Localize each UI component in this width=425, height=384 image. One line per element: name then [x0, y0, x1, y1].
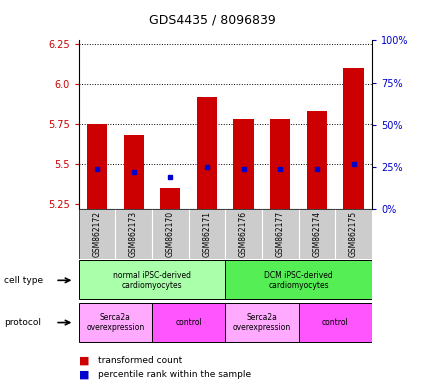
Text: Serca2a
overexpression: Serca2a overexpression: [86, 313, 144, 332]
Bar: [343, 68, 364, 209]
Text: GSM862175: GSM862175: [349, 211, 358, 257]
Text: DCM iPSC-derived
cardiomyocytes: DCM iPSC-derived cardiomyocytes: [264, 271, 333, 290]
Text: GSM862172: GSM862172: [93, 211, 102, 257]
Bar: [152, 303, 225, 342]
Bar: [270, 119, 290, 209]
Bar: [79, 260, 225, 300]
Bar: [197, 97, 217, 209]
Text: transformed count: transformed count: [98, 356, 182, 366]
Bar: [225, 260, 372, 300]
Text: protocol: protocol: [4, 318, 41, 327]
Text: GSM862176: GSM862176: [239, 211, 248, 257]
Bar: [298, 303, 372, 342]
Text: normal iPSC-derived
cardiomyocytes: normal iPSC-derived cardiomyocytes: [113, 271, 191, 290]
Text: GDS4435 / 8096839: GDS4435 / 8096839: [149, 13, 276, 26]
Text: GSM862174: GSM862174: [312, 211, 321, 257]
Text: GSM862171: GSM862171: [202, 211, 211, 257]
Text: cell type: cell type: [4, 276, 43, 285]
Bar: [79, 303, 152, 342]
Bar: [307, 111, 327, 209]
Text: Serca2a
overexpression: Serca2a overexpression: [233, 313, 291, 332]
Text: GSM862170: GSM862170: [166, 211, 175, 257]
Text: control: control: [322, 318, 348, 327]
Bar: [87, 124, 107, 209]
Text: ■: ■: [79, 356, 89, 366]
Text: ■: ■: [79, 369, 89, 379]
Bar: [160, 189, 180, 209]
Bar: [225, 303, 298, 342]
Text: GSM862173: GSM862173: [129, 211, 138, 257]
Text: GSM862177: GSM862177: [276, 211, 285, 257]
Text: percentile rank within the sample: percentile rank within the sample: [98, 370, 251, 379]
Bar: [233, 119, 254, 209]
Text: control: control: [175, 318, 202, 327]
Bar: [124, 135, 144, 209]
